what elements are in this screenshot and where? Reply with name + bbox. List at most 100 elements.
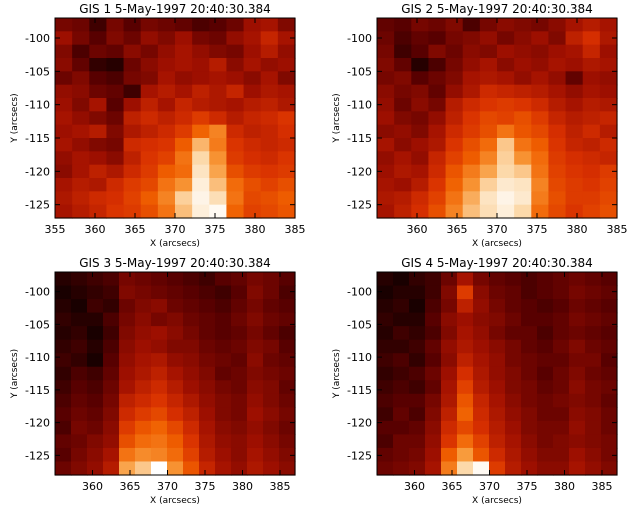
- y-tick-label: -125: [347, 449, 372, 462]
- heatmap-cell: [569, 366, 586, 381]
- heatmap-cell: [55, 326, 72, 341]
- heatmap-cell: [123, 18, 142, 32]
- heatmap-cell: [140, 84, 159, 99]
- heatmap-cell: [479, 58, 498, 72]
- heatmap-cell: [106, 58, 125, 72]
- heatmap-cell: [226, 164, 245, 179]
- heatmap-cell: [409, 339, 426, 354]
- heatmap-cell: [243, 71, 262, 86]
- heatmap-cell: [462, 151, 481, 166]
- heatmap-cell: [243, 44, 262, 59]
- heatmap-cell: [175, 124, 193, 139]
- heatmap-cell: [599, 18, 618, 32]
- heatmap-cell: [140, 151, 159, 166]
- heatmap-cell: [548, 178, 567, 192]
- heatmap-cell: [183, 285, 200, 300]
- heatmap-cell: [215, 407, 232, 422]
- heatmap-cell: [247, 461, 264, 476]
- heatmap-cell: [585, 393, 602, 408]
- heatmap-cell: [192, 84, 210, 99]
- heatmap-cell: [215, 380, 232, 395]
- heatmap-cell: [87, 407, 104, 422]
- heatmap-cell: [599, 164, 618, 179]
- heatmap-cell: [277, 111, 296, 126]
- x-tick-label: 370: [165, 223, 186, 236]
- heatmap-cell: [505, 434, 522, 449]
- heatmap-cell: [441, 461, 458, 476]
- heatmap-cell: [514, 151, 532, 166]
- heatmap-cell: [157, 138, 176, 152]
- heatmap-cell: [582, 178, 601, 192]
- heatmap-cell: [473, 326, 490, 341]
- heatmap-cell: [123, 111, 142, 126]
- heatmap-cell: [601, 420, 618, 435]
- heatmap-cell: [140, 58, 159, 72]
- heatmap-cell: [425, 420, 442, 435]
- heatmap-cell: [157, 164, 176, 179]
- heatmap-cell: [553, 380, 570, 395]
- heatmap-cell: [457, 420, 474, 435]
- heatmap-cell: [569, 420, 586, 435]
- heatmap-cell: [377, 124, 395, 139]
- heatmap-cell: [489, 353, 506, 368]
- heatmap-cell: [599, 111, 618, 126]
- heatmap-cell: [135, 353, 152, 368]
- heatmap-cell: [260, 71, 279, 86]
- heatmap-cell: [569, 407, 586, 422]
- heatmap-cell: [123, 191, 142, 206]
- heatmap-cell: [263, 461, 280, 476]
- heatmap-cell: [553, 299, 570, 314]
- heatmap-cell: [279, 353, 296, 368]
- heatmap-cell: [215, 272, 232, 287]
- heatmap-cell: [55, 191, 73, 206]
- heatmap-cell: [277, 138, 296, 152]
- heatmap-cell: [377, 191, 395, 206]
- heatmap-cell: [462, 98, 481, 112]
- heatmap-cell: [565, 138, 584, 152]
- heatmap-cell: [209, 98, 228, 112]
- y-tick-label: -110: [25, 351, 50, 364]
- heatmap-cell: [428, 58, 447, 72]
- heatmap-cell: [377, 299, 394, 314]
- heatmap-cell: [428, 164, 447, 179]
- heatmap-cell: [247, 447, 264, 463]
- heatmap-cell: [409, 353, 426, 368]
- y-tick-label: -100: [25, 286, 50, 299]
- heatmap-cell: [582, 164, 601, 179]
- heatmap-cell: [199, 420, 216, 435]
- heatmap-cell: [157, 44, 176, 59]
- heatmap-cell: [247, 393, 264, 408]
- heatmap-cell: [209, 191, 228, 206]
- heatmap-cell: [123, 151, 142, 166]
- heatmap-cell: [569, 353, 586, 368]
- heatmap-cell: [582, 18, 601, 32]
- heatmap-cell: [183, 407, 200, 422]
- heatmap-cell: [167, 447, 184, 463]
- heatmap-cell: [521, 285, 538, 300]
- heatmap-cell: [243, 124, 262, 139]
- heatmap-cell: [548, 138, 567, 152]
- heatmap-cell: [409, 272, 426, 287]
- heatmap-cell: [505, 447, 522, 463]
- heatmap-cell: [377, 71, 395, 86]
- heatmap-cell: [215, 299, 232, 314]
- heatmap-cell: [601, 353, 618, 368]
- heatmap-cell: [260, 124, 279, 139]
- heatmap-cell: [462, 204, 481, 219]
- heatmap-cell: [119, 272, 136, 287]
- heatmap-cell: [192, 124, 210, 139]
- x-tick-label: 385: [607, 223, 628, 236]
- heatmap-cell: [457, 299, 474, 314]
- heatmap-cell: [151, 461, 168, 476]
- heatmap-cell: [183, 353, 200, 368]
- heatmap-cell: [425, 434, 442, 449]
- heatmap-cell: [183, 461, 200, 476]
- heatmap-cell: [279, 461, 296, 476]
- heatmap-cell: [55, 380, 72, 395]
- heatmap-cell: [394, 111, 412, 126]
- heatmap-cell: [582, 124, 601, 139]
- heatmap-cell: [247, 299, 264, 314]
- heatmap-cell: [497, 178, 515, 192]
- heatmap-cell: [243, 58, 262, 72]
- heatmap-cell: [231, 366, 248, 381]
